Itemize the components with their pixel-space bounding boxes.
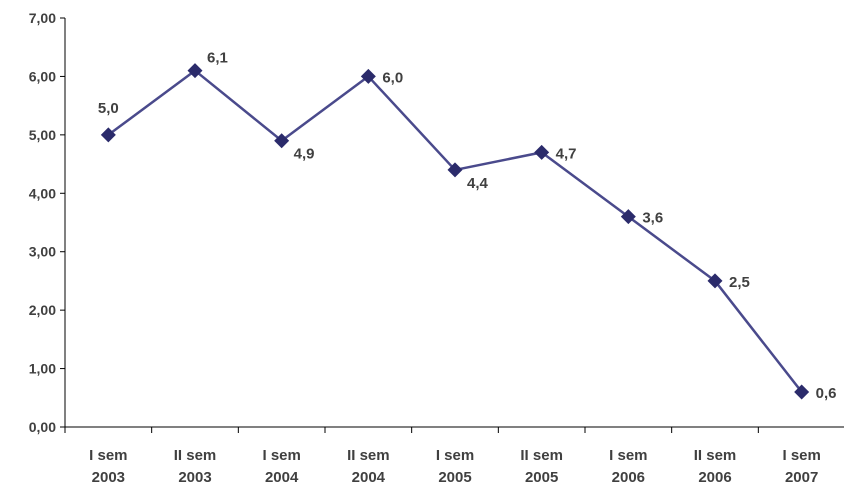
y-axis-ticks: 0,00 1,00 2,00 3,00 4,00 5,00 6,00 7,00 (29, 10, 65, 435)
x-tick-label: II sem (174, 447, 217, 464)
x-tick-label: 2006 (698, 469, 731, 486)
x-tick-label: I sem (609, 447, 647, 464)
y-tick-label: 1,00 (29, 361, 56, 377)
data-point-marker (187, 63, 203, 79)
data-point-marker (447, 162, 463, 178)
data-point-marker (620, 209, 636, 225)
x-tick-label: 2004 (352, 469, 386, 486)
x-tick-label: 2007 (785, 469, 818, 486)
data-label: 3,6 (642, 210, 663, 227)
data-label: 6,0 (382, 69, 403, 86)
y-tick-label: 0,00 (29, 419, 56, 435)
x-tick-label: I sem (436, 447, 474, 464)
x-tick-label: I sem (89, 447, 127, 464)
y-tick-label: 7,00 (29, 10, 56, 26)
chart-axes (64, 18, 844, 428)
x-tick-label: II sem (347, 447, 390, 464)
y-tick-label: 4,00 (29, 185, 56, 201)
x-tick-label: II sem (694, 447, 737, 464)
x-tick-label: 2003 (92, 469, 125, 486)
x-tick-label: I sem (262, 447, 300, 464)
data-point-marker (360, 68, 376, 84)
data-label: 0,6 (816, 385, 837, 402)
y-tick-label: 5,00 (29, 127, 56, 143)
data-point-marker (534, 144, 550, 160)
x-tick-label: 2004 (265, 469, 299, 486)
x-tick-label: I sem (782, 447, 820, 464)
y-tick-label: 3,00 (29, 244, 56, 260)
data-point-marker (707, 273, 723, 289)
x-tick-label: 2006 (612, 469, 645, 486)
series-line (107, 69, 803, 393)
data-label: 6,1 (207, 50, 228, 67)
data-label: 4,4 (467, 175, 489, 192)
x-tick-label: 2003 (178, 469, 211, 486)
data-label: 2,5 (729, 274, 750, 291)
y-tick-label: 2,00 (29, 302, 56, 318)
data-label: 4,7 (556, 145, 577, 162)
x-tick-label: 2005 (438, 469, 471, 486)
data-point-marker (100, 127, 116, 143)
data-label: 4,9 (294, 146, 315, 163)
data-point-marker (274, 133, 290, 149)
series-group (100, 63, 810, 400)
data-labels: 5,0 6,1 4,9 6,0 4,4 4,7 3,6 2,5 0,6 (98, 50, 837, 402)
y-tick-label: 6,00 (29, 68, 56, 84)
x-axis-ticks: I sem 2003 II sem 2003 I sem 2004 II sem 2004 I … (64, 427, 821, 486)
x-tick-label: II sem (520, 447, 563, 464)
data-point-marker (794, 384, 810, 400)
x-tick-label: 2005 (525, 469, 558, 486)
data-label: 5,0 (98, 100, 119, 117)
